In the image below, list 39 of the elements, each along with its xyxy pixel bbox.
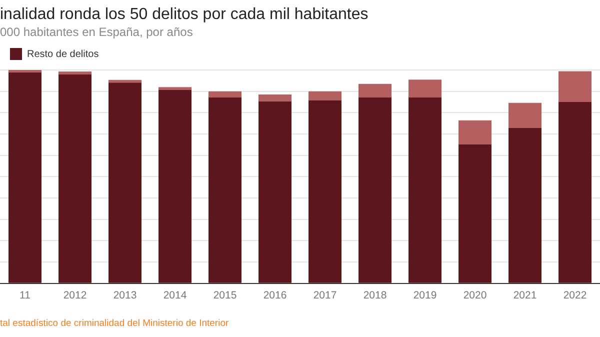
bar (258, 94, 292, 102)
bar (308, 91, 342, 100)
text: tal estadístico de criminalidad del Ministerio de Interior (0, 318, 229, 329)
x-tick-label: 2012 (63, 290, 87, 302)
chart-subtitle: 000 habitantes en España, por años (0, 25, 193, 39)
bar (308, 100, 342, 283)
x-tick-label: 2014 (163, 290, 187, 302)
bar (208, 91, 242, 98)
bar (208, 98, 242, 283)
bar (8, 72, 42, 283)
bar (558, 102, 592, 283)
bar (108, 80, 142, 83)
legend-label: Resto de delitos (27, 48, 99, 60)
bar (58, 71, 92, 74)
bar (358, 98, 392, 283)
bar (158, 90, 192, 283)
bar (108, 82, 142, 283)
bar (508, 128, 542, 283)
bar (58, 74, 92, 283)
bar (258, 101, 292, 283)
bar (358, 84, 392, 98)
bar (508, 102, 542, 128)
bar (158, 87, 192, 90)
chart-title: inalidad ronda los 50 delitos por cada mil habitantes (0, 6, 368, 24)
x-tick-label: 2015 (213, 290, 237, 302)
bar (408, 98, 442, 283)
x-tick-label: 2019 (413, 290, 437, 302)
x-tick-label: 2017 (313, 290, 337, 302)
x-tick-label: 2022 (563, 290, 587, 302)
x-tick-label: 2013 (113, 290, 137, 302)
x-tick-label: 11 (20, 290, 31, 302)
bar (458, 120, 492, 144)
bar (458, 144, 492, 283)
x-tick-label: 2020 (463, 290, 487, 302)
bar (558, 71, 592, 102)
x-tick-label: 2021 (513, 290, 537, 302)
bar (408, 80, 442, 98)
x-tick-label: 2018 (363, 290, 387, 302)
x-tick-label: 2016 (263, 290, 287, 302)
